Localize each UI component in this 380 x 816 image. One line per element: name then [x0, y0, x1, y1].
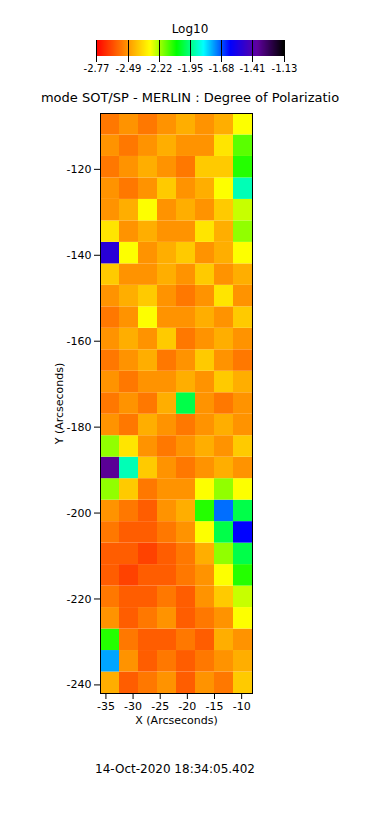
svg-text:-160: -160 [67, 335, 92, 348]
svg-text:-220: -220 [67, 593, 92, 606]
svg-text:-1.13: -1.13 [272, 63, 298, 74]
svg-text:-240: -240 [67, 678, 92, 691]
svg-text:-140: -140 [67, 249, 92, 262]
svg-text:Y (Arcseconds): Y (Arcseconds) [53, 363, 66, 446]
svg-text:-1.68: -1.68 [209, 63, 235, 74]
svg-text:-2.49: -2.49 [116, 63, 142, 74]
svg-text:-10: -10 [233, 700, 251, 713]
svg-text:X (Arcseconds): X (Arcseconds) [135, 714, 217, 727]
svg-text:-20: -20 [178, 700, 196, 713]
svg-text:-2.22: -2.22 [147, 63, 173, 74]
svg-text:-35: -35 [97, 700, 115, 713]
svg-text:-2.77: -2.77 [84, 63, 110, 74]
svg-text:-180: -180 [67, 421, 92, 434]
svg-text:-120: -120 [67, 163, 92, 176]
svg-text:-1.95: -1.95 [178, 63, 204, 74]
svg-text:-30: -30 [124, 700, 142, 713]
svg-text:-1.41: -1.41 [240, 63, 266, 74]
html-text:14-Oct-2020 18:34:05.402: 14-Oct-2020 18:34:05.402 [95, 762, 255, 776]
html-text:Log10: Log10 [171, 22, 209, 36]
html-text:mode SOT/SP - MERLIN : Degree: mode SOT/SP - MERLIN : Degree of Polariz… [40, 90, 340, 105]
svg-text:-25: -25 [151, 700, 169, 713]
svg-text:-15: -15 [206, 700, 224, 713]
svg-text:-200: -200 [67, 507, 92, 520]
